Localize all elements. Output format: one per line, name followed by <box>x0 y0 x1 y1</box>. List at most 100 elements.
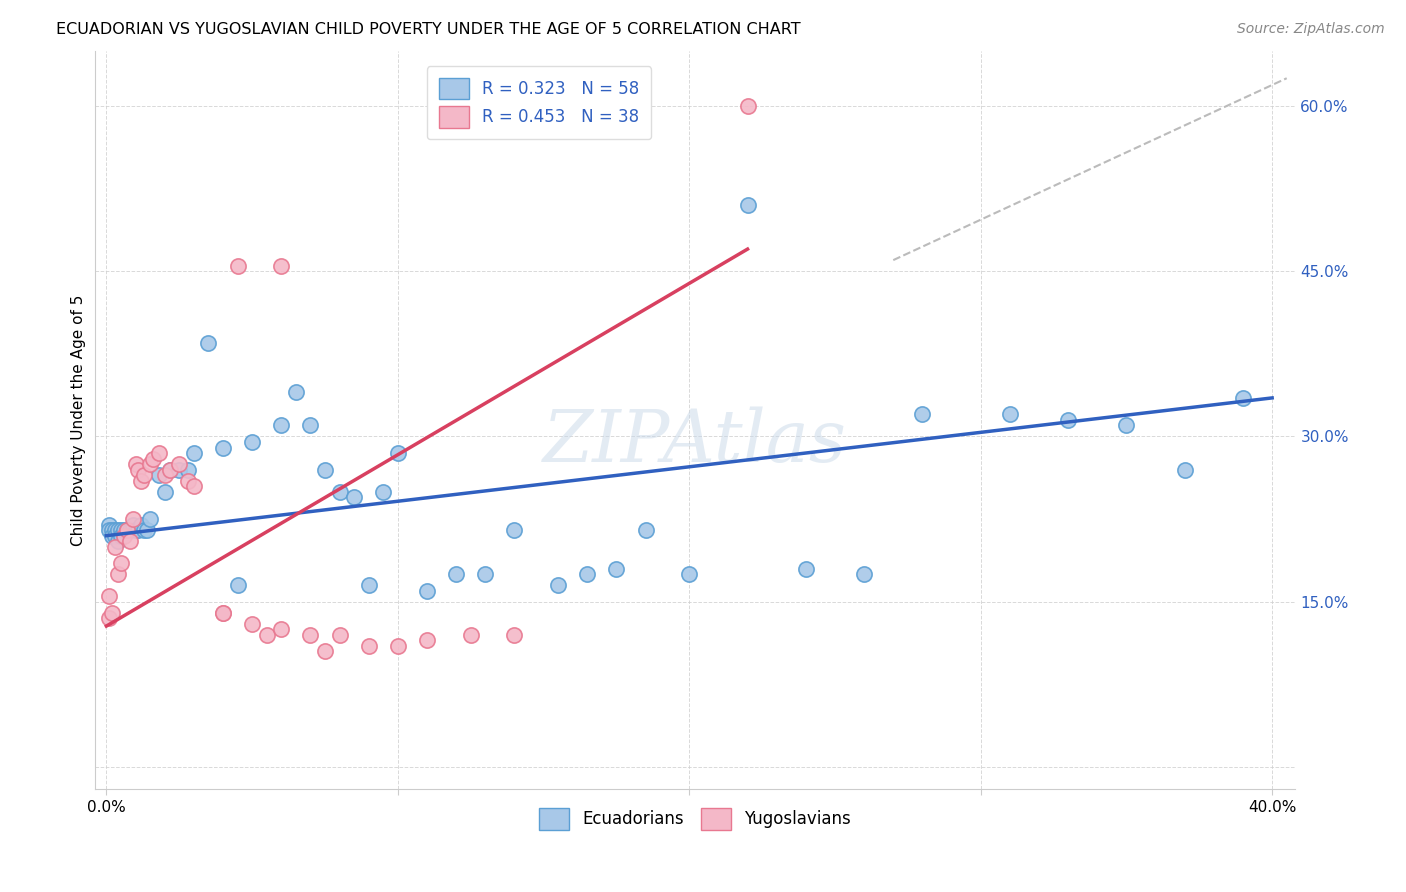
Point <box>212 606 235 620</box>
Point <box>142 451 165 466</box>
Point <box>387 446 409 460</box>
Point <box>98 523 121 537</box>
Point <box>226 578 249 592</box>
Point <box>183 479 205 493</box>
Point <box>131 517 153 532</box>
Point <box>314 462 336 476</box>
Point <box>270 418 292 433</box>
Point <box>737 198 759 212</box>
Point <box>634 523 657 537</box>
Point <box>110 529 132 543</box>
Point <box>112 529 135 543</box>
Point <box>226 259 249 273</box>
Point <box>177 474 200 488</box>
Point <box>256 628 278 642</box>
Point <box>139 512 162 526</box>
Point <box>139 457 162 471</box>
Point <box>104 523 127 537</box>
Point <box>177 462 200 476</box>
Point <box>998 408 1021 422</box>
Point <box>121 517 143 532</box>
Point <box>115 523 138 537</box>
Point <box>159 462 181 476</box>
Point <box>270 259 292 273</box>
Point <box>678 567 700 582</box>
Point <box>134 468 156 483</box>
Point <box>343 490 366 504</box>
Point <box>101 523 124 537</box>
Point <box>270 623 292 637</box>
Point <box>153 468 176 483</box>
Point <box>115 523 138 537</box>
Point <box>127 462 149 476</box>
Point <box>153 484 176 499</box>
Point <box>124 523 146 537</box>
Point <box>118 523 141 537</box>
Y-axis label: Child Poverty Under the Age of 5: Child Poverty Under the Age of 5 <box>72 294 86 546</box>
Point <box>444 567 467 582</box>
Point <box>1115 418 1137 433</box>
Point <box>197 335 219 350</box>
Point <box>107 523 129 537</box>
Point <box>299 418 322 433</box>
Point <box>167 462 190 476</box>
Point <box>387 639 409 653</box>
Point <box>110 556 132 570</box>
Point <box>460 628 482 642</box>
Point <box>737 99 759 113</box>
Point <box>373 484 395 499</box>
Point <box>911 408 934 422</box>
Point <box>503 628 526 642</box>
Point <box>794 562 817 576</box>
Point <box>107 534 129 549</box>
Point <box>299 628 322 642</box>
Point <box>212 441 235 455</box>
Point <box>240 616 263 631</box>
Point <box>328 628 350 642</box>
Point <box>1057 413 1080 427</box>
Point <box>101 529 124 543</box>
Point <box>159 462 181 476</box>
Point <box>212 606 235 620</box>
Point <box>314 644 336 658</box>
Point <box>240 435 263 450</box>
Point <box>474 567 496 582</box>
Legend: Ecuadorians, Yugoslavians: Ecuadorians, Yugoslavians <box>533 802 858 837</box>
Point <box>416 633 439 648</box>
Point <box>167 457 190 471</box>
Point <box>127 523 149 537</box>
Point <box>124 457 146 471</box>
Point <box>1232 391 1254 405</box>
Point <box>503 523 526 537</box>
Point <box>136 523 159 537</box>
Text: ECUADORIAN VS YUGOSLAVIAN CHILD POVERTY UNDER THE AGE OF 5 CORRELATION CHART: ECUADORIAN VS YUGOSLAVIAN CHILD POVERTY … <box>56 22 801 37</box>
Point <box>576 567 599 582</box>
Point <box>1174 462 1197 476</box>
Point <box>110 523 132 537</box>
Point <box>104 540 127 554</box>
Point <box>284 385 307 400</box>
Point <box>131 474 153 488</box>
Point <box>357 578 380 592</box>
Point <box>98 611 121 625</box>
Text: ZIPAtlas: ZIPAtlas <box>543 407 846 477</box>
Point <box>104 529 127 543</box>
Point <box>98 590 121 604</box>
Point <box>416 583 439 598</box>
Point <box>605 562 627 576</box>
Point <box>112 523 135 537</box>
Point <box>148 446 170 460</box>
Point <box>328 484 350 499</box>
Point <box>183 446 205 460</box>
Point <box>148 468 170 483</box>
Point <box>134 523 156 537</box>
Point <box>118 534 141 549</box>
Point <box>121 512 143 526</box>
Point <box>547 578 569 592</box>
Point <box>853 567 876 582</box>
Text: Source: ZipAtlas.com: Source: ZipAtlas.com <box>1237 22 1385 37</box>
Point <box>107 567 129 582</box>
Point <box>357 639 380 653</box>
Point <box>101 606 124 620</box>
Point <box>98 517 121 532</box>
